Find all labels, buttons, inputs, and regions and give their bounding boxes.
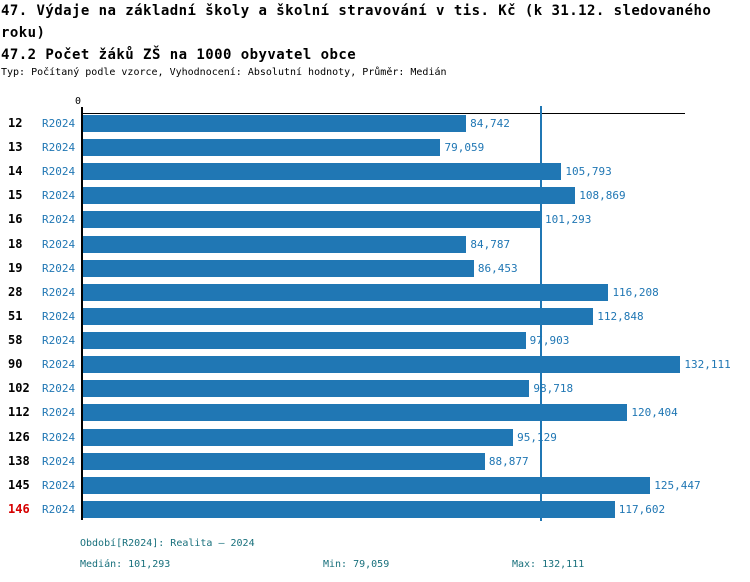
footer-period: Období[R2024]: Realita – 2024	[80, 538, 255, 549]
row-rank-label: 12	[8, 116, 23, 130]
row-series-label: R2024	[42, 117, 76, 130]
chart-row: 18 R2024 84,787	[0, 235, 750, 253]
row-rank-label: 13	[8, 140, 23, 155]
chart-title-line1: 47. Výdaje na základní školy a školní st…	[1, 3, 712, 19]
chart-title-line2: roku)	[1, 25, 46, 41]
bar-value-label: 132,111	[684, 358, 731, 372]
row-series-label: R2024	[42, 430, 76, 444]
row-series-label: R2024	[42, 382, 76, 396]
chart-subtitle: 47.2 Počet žáků ZŠ na 1000 obyvatel obce	[1, 47, 357, 63]
row-series-label: R2024	[42, 309, 76, 323]
value-bar	[83, 452, 485, 470]
value-bar	[83, 283, 609, 301]
bar-value-label: 97,903	[529, 334, 570, 348]
chart-row: 14 R2024 105,793	[0, 163, 750, 181]
row-series-label: R2024	[42, 406, 76, 420]
chart-row: 28 R2024 116,208	[0, 283, 750, 301]
row-rank-label: 51	[8, 308, 23, 323]
value-bar	[83, 404, 628, 422]
row-rank-label: 102	[8, 381, 30, 396]
row-rank-label: 18	[8, 236, 23, 251]
footer-max: Max: 132,111	[512, 559, 585, 570]
bar-value-label: 101,293	[545, 213, 592, 227]
x-axis-zero-label: 0	[75, 96, 82, 107]
row-series-label: R2024	[42, 502, 76, 516]
bar-value-label: 105,793	[565, 165, 612, 179]
footer-min: Min: 79,059	[323, 559, 390, 570]
value-bar	[83, 332, 526, 350]
value-bar	[83, 259, 474, 277]
chart-row: 16 R2024 101,293	[0, 211, 750, 229]
chart-row: 102 R2024 98,718	[0, 380, 750, 398]
bar-value-label: 116,208	[612, 285, 659, 299]
bar-value-label: 117,602	[618, 502, 666, 516]
chart-row: 19 R2024 86,453	[0, 259, 750, 277]
value-bar	[83, 235, 467, 253]
bar-value-label: 84,787	[470, 237, 511, 251]
footer-median: Medián: 101,293	[80, 559, 171, 570]
bar-value-label: 125,447	[654, 478, 701, 492]
chart-row: 12 R2024 84,742	[0, 115, 750, 132]
value-bar	[83, 187, 576, 205]
value-bar	[83, 115, 467, 132]
y-axis-line	[81, 107, 83, 520]
value-bar	[83, 163, 562, 181]
chart-meta-info: Typ: Počítaný podle vzorce, Vyhodnocení:…	[1, 67, 447, 78]
bar-value-label: 112,848	[597, 309, 644, 323]
row-rank-label: 90	[8, 357, 23, 372]
row-rank-label: 19	[8, 260, 23, 275]
bar-value-label: 84,742	[470, 117, 510, 130]
row-series-label: R2024	[42, 141, 76, 155]
chart-row: 126 R2024 95,129	[0, 428, 750, 446]
row-rank-label: 146	[8, 501, 30, 516]
bar-value-label: 88,877	[488, 454, 529, 468]
x-axis-line	[81, 113, 685, 114]
row-series-label: R2024	[42, 358, 76, 372]
value-bar	[83, 428, 514, 446]
row-series-label: R2024	[42, 285, 76, 299]
row-series-label: R2024	[42, 454, 76, 468]
row-series-label: R2024	[42, 261, 76, 275]
row-rank-label: 14	[8, 164, 23, 179]
chart-row: 13 R2024 79,059	[0, 139, 750, 157]
value-bar	[83, 139, 441, 157]
bar-value-label: 86,453	[477, 261, 518, 275]
row-rank-label: 16	[8, 212, 23, 227]
value-bar	[83, 211, 541, 229]
row-rank-label: 112	[8, 405, 30, 420]
row-series-label: R2024	[42, 213, 76, 227]
chart-row: 112 R2024 120,404	[0, 404, 750, 422]
value-bar	[83, 356, 681, 374]
bar-value-label: 108,869	[579, 189, 626, 203]
row-series-label: R2024	[42, 334, 76, 348]
row-rank-label: 15	[8, 188, 23, 203]
chart-row: 138 R2024 88,877	[0, 452, 750, 470]
bar-value-label: 120,404	[631, 406, 678, 420]
row-rank-label: 28	[8, 284, 23, 299]
chart-row: 51 R2024 112,848	[0, 307, 750, 325]
row-series-label: R2024	[42, 478, 76, 492]
chart-row: 15 R2024 108,869	[0, 187, 750, 205]
row-rank-label: 58	[8, 333, 23, 348]
row-series-label: R2024	[42, 237, 76, 251]
chart-row: 90 R2024 132,111	[0, 356, 750, 374]
row-rank-label: 145	[8, 477, 30, 492]
value-bar	[83, 476, 651, 494]
row-rank-label: 138	[8, 453, 30, 468]
value-bar	[83, 380, 530, 398]
chart-row: 58 R2024 97,903	[0, 332, 750, 350]
bar-value-label: 95,129	[517, 430, 557, 444]
chart-row: 146 R2024 117,602	[0, 500, 750, 518]
value-bar	[83, 307, 594, 325]
chart-row: 145 R2024 125,447	[0, 476, 750, 494]
bar-value-label: 79,059	[444, 141, 485, 155]
row-series-label: R2024	[42, 165, 76, 179]
row-series-label: R2024	[42, 189, 76, 203]
value-bar	[83, 500, 615, 518]
row-rank-label: 126	[8, 429, 30, 444]
bar-value-label: 98,718	[533, 382, 574, 396]
